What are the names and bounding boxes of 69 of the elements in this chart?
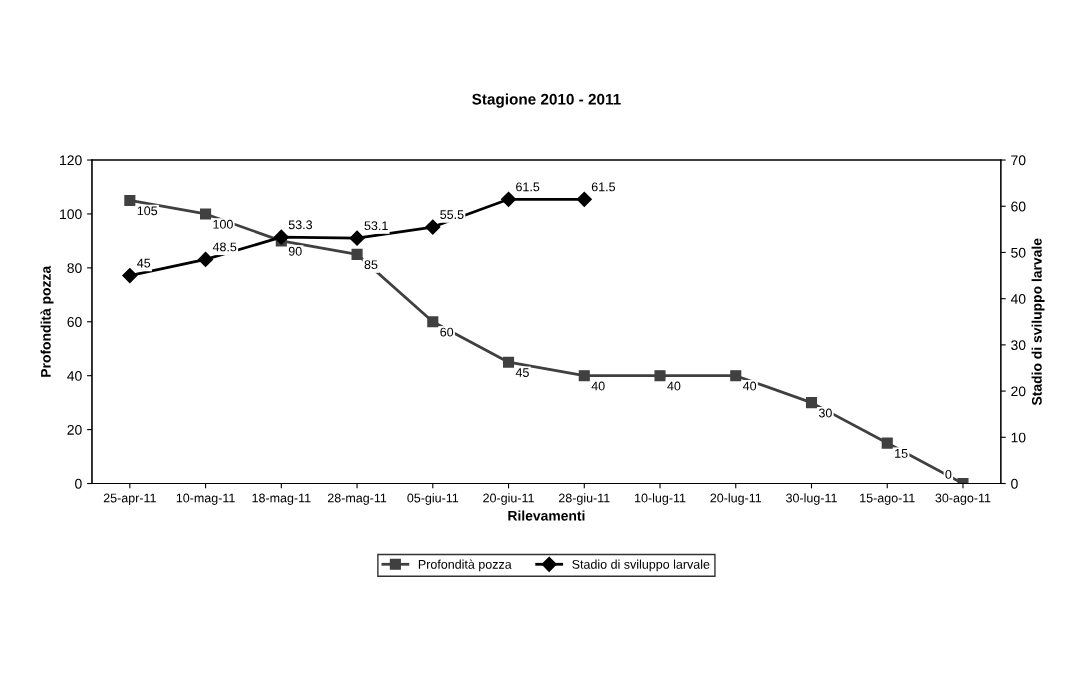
point bbox=[198, 251, 214, 267]
point bbox=[881, 437, 893, 449]
x-tick-label: 18-mag-11 bbox=[252, 493, 311, 505]
data-label: 85 bbox=[364, 260, 378, 270]
x-tick-label: 28-giu-11 bbox=[558, 493, 610, 505]
point bbox=[805, 397, 818, 409]
chart-title: Stagione 2010 - 2011 bbox=[472, 93, 621, 108]
y-tick-label: 60 bbox=[67, 317, 82, 327]
point bbox=[349, 230, 365, 246]
data-label: 40 bbox=[742, 381, 757, 391]
data-label: 45 bbox=[515, 368, 529, 377]
y-tick-label: 20 bbox=[67, 424, 82, 435]
y-tick-label: 40 bbox=[67, 371, 82, 381]
point bbox=[351, 248, 363, 260]
y2-tick-label: 20 bbox=[1011, 386, 1026, 397]
y-tick-label: 0 bbox=[75, 478, 82, 489]
data-label: 40 bbox=[591, 381, 605, 391]
data-label: 30 bbox=[818, 408, 832, 418]
y-tick-label: 100 bbox=[60, 209, 82, 220]
y2-tick-label: 40 bbox=[1010, 294, 1026, 304]
point bbox=[122, 267, 138, 284]
point bbox=[273, 229, 289, 245]
point bbox=[425, 219, 441, 235]
data-label: 53.3 bbox=[288, 220, 313, 230]
y-tick-label: 80 bbox=[67, 263, 82, 274]
legend-label: Profondità pozza bbox=[418, 559, 512, 572]
x-tick-label: 30-lug-11 bbox=[786, 493, 837, 505]
x-tick-label: 15-ago-11 bbox=[860, 493, 915, 505]
point bbox=[654, 370, 666, 382]
point bbox=[502, 356, 515, 368]
x-tick-label: 20-giu-11 bbox=[483, 493, 534, 505]
legend-label: Stadio di sviluppo larvale bbox=[572, 559, 710, 572]
data-label: 90 bbox=[288, 246, 302, 256]
x-tick-label: 10-lug-11 bbox=[635, 493, 686, 505]
data-label: 48.5 bbox=[212, 242, 237, 252]
x-tick-label: 30-ago-11 bbox=[935, 493, 991, 505]
x-tick-label: 25-apr-11 bbox=[103, 493, 156, 505]
y2-tick-label: 50 bbox=[1011, 247, 1026, 258]
y2-tick-label: 60 bbox=[1011, 201, 1026, 212]
data-label: 0 bbox=[945, 469, 952, 479]
data-label: 61.5 bbox=[591, 182, 616, 192]
data-label: 40 bbox=[667, 381, 681, 391]
data-label: 45 bbox=[137, 258, 151, 268]
data-label: 60 bbox=[440, 327, 454, 337]
y2-tick-label: 30 bbox=[1011, 340, 1026, 351]
data-label: 61.5 bbox=[516, 182, 540, 192]
point bbox=[124, 194, 136, 207]
y2-tick-label: 10 bbox=[1011, 432, 1026, 443]
x-tick-label: 05-giu-11 bbox=[407, 493, 459, 505]
data-label: 105 bbox=[137, 206, 158, 216]
data-label: 53.1 bbox=[364, 221, 388, 231]
data-label: 55.5 bbox=[440, 210, 464, 220]
y2-tick-label: 70 bbox=[1011, 155, 1026, 166]
point bbox=[200, 208, 212, 220]
point bbox=[578, 370, 590, 382]
x-tick-label: 28-mag-11 bbox=[327, 493, 387, 505]
point bbox=[576, 191, 592, 207]
y2-axis-title: Stadio di sviluppo larvale bbox=[1031, 238, 1045, 406]
x-tick-label: 10-mag-11 bbox=[176, 493, 235, 505]
data-label: 100 bbox=[213, 219, 233, 229]
point bbox=[427, 316, 439, 328]
y2-tick-label: 0 bbox=[1011, 478, 1018, 489]
y-axis-title: Profondità pozza bbox=[40, 265, 54, 377]
x-axis-title: Rilevamenti bbox=[508, 510, 585, 521]
point bbox=[500, 191, 517, 207]
point bbox=[730, 370, 742, 382]
y-tick-label: 120 bbox=[60, 155, 82, 166]
x-tick-label: 20-lug-11 bbox=[710, 493, 762, 505]
data-label: 15 bbox=[895, 449, 908, 458]
